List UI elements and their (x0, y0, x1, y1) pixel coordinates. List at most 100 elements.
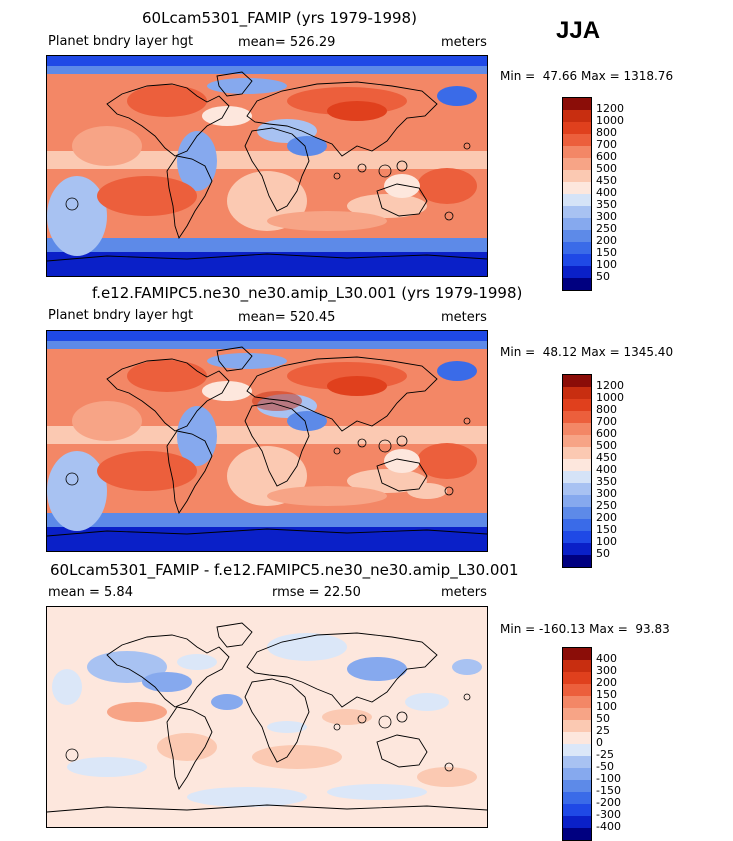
panel-2-title: f.e12.FAMIPC5.ne30_ne30.amip_L30.001 (yr… (92, 284, 523, 302)
colorbar-level-label: -300 (596, 808, 621, 821)
colorbar-box (563, 519, 591, 531)
panel-3-mean: mean = 5.84 (48, 585, 133, 600)
colorbar-box (563, 375, 591, 387)
panel-3-minmax: Min = -160.13 Max = 93.83 (500, 622, 670, 636)
colorbar-level-label: 350 (596, 475, 617, 488)
colorbar-level-label: 700 (596, 138, 617, 151)
colorbar-box (563, 780, 591, 792)
panel-1-colorbar-labels: 1200 1000 800 700 600 500 450 400 350 300 250 200 15… (596, 103, 624, 283)
panel-1-mean: mean= 526.29 (238, 35, 336, 50)
panel-2-mean: mean= 520.45 (238, 310, 336, 325)
panel-3-colorbar-labels: 400 300 200 150 100 50 25 0 -25 -50 -100 -150 -200 -3… (596, 653, 621, 833)
colorbar-box (563, 230, 591, 242)
colorbar-box (563, 792, 591, 804)
colorbar-box (563, 708, 591, 720)
colorbar-box (563, 804, 591, 816)
colorbar-box (563, 254, 591, 266)
colorbar-level-label: -50 (596, 760, 614, 773)
colorbar-level-label: 50 (596, 547, 610, 560)
colorbar-box (563, 648, 591, 660)
colorbar-box (563, 756, 591, 768)
colorbar-box (563, 672, 591, 684)
colorbar-level-label: -200 (596, 796, 621, 809)
colorbar-box (563, 471, 591, 483)
colorbar-level-label: 100 (596, 700, 617, 713)
colorbar-level-label: 450 (596, 451, 617, 464)
colorbar-level-label: -25 (596, 748, 614, 761)
colorbar-level-label: 200 (596, 511, 617, 524)
colorbar-level-label: 400 (596, 652, 617, 665)
colorbar-level-label: 1200 (596, 379, 624, 392)
colorbar-box (563, 218, 591, 230)
colorbar-level-label: 150 (596, 246, 617, 259)
colorbar-level-label: 350 (596, 198, 617, 211)
colorbar-box (563, 170, 591, 182)
colorbar-level-label: 150 (596, 688, 617, 701)
colorbar-level-label: 800 (596, 403, 617, 416)
colorbar-level-label: 150 (596, 523, 617, 536)
colorbar-box (563, 816, 591, 828)
colorbar-box (563, 411, 591, 423)
colorbar-box (563, 696, 591, 708)
colorbar-box (563, 399, 591, 411)
panel-2-variable-label: Planet bndry layer hgt (48, 308, 194, 323)
panel-2-colorbar (562, 374, 592, 568)
colorbar-box (563, 543, 591, 555)
colorbar-box (563, 768, 591, 780)
panel-2-map (46, 330, 488, 552)
colorbar-level-label: 50 (596, 270, 610, 283)
colorbar-box (563, 266, 591, 278)
colorbar-level-label: 100 (596, 258, 617, 271)
colorbar-box (563, 387, 591, 399)
colorbar-level-label: 600 (596, 150, 617, 163)
colorbar-box (563, 531, 591, 543)
colorbar-box (563, 660, 591, 672)
colorbar-level-label: 0 (596, 736, 603, 749)
panel-2-units: meters (441, 310, 487, 325)
colorbar-box (563, 447, 591, 459)
colorbar-box (563, 122, 591, 134)
colorbar-level-label: 200 (596, 234, 617, 247)
panel-3-colorbar (562, 647, 592, 841)
colorbar-level-label: 450 (596, 174, 617, 187)
colorbar-level-label: -400 (596, 820, 621, 833)
panel-3-title: 60Lcam5301_FAMIP - f.e12.FAMIPC5.ne30_ne… (50, 561, 519, 579)
colorbar-box (563, 828, 591, 840)
colorbar-box (563, 242, 591, 254)
colorbar-level-label: 700 (596, 415, 617, 428)
colorbar-box (563, 483, 591, 495)
panel-1-variable-label: Planet bndry layer hgt (48, 34, 194, 49)
colorbar-box (563, 732, 591, 744)
colorbar-level-label: 500 (596, 439, 617, 452)
colorbar-box (563, 110, 591, 122)
panel-1-colorbar (562, 97, 592, 291)
panel-1-minmax: Min = 47.66 Max = 1318.76 (500, 69, 674, 83)
panel-1-title: 60Lcam5301_FAMIP (yrs 1979-1998) (142, 9, 417, 27)
panel-3-map (46, 606, 488, 828)
colorbar-box (563, 555, 591, 567)
colorbar-box (563, 182, 591, 194)
colorbar-level-label: 400 (596, 186, 617, 199)
panel-2-colorbar-labels: 1200 1000 800 700 600 500 450 400 350 300 250 200 15… (596, 380, 624, 560)
colorbar-level-label: 400 (596, 463, 617, 476)
panel-2-minmax: Min = 48.12 Max = 1345.40 (500, 345, 674, 359)
colorbar-box (563, 206, 591, 218)
colorbar-level-label: 50 (596, 712, 610, 725)
colorbar-level-label: 300 (596, 210, 617, 223)
colorbar-level-label: -150 (596, 784, 621, 797)
season-label: JJA (556, 17, 601, 44)
colorbar-level-label: 100 (596, 535, 617, 548)
colorbar-box (563, 495, 591, 507)
panel-3-rmse: rmse = 22.50 (272, 585, 361, 600)
panel-1-units: meters (441, 35, 487, 50)
panel-3-units: meters (441, 585, 487, 600)
colorbar-level-label: 25 (596, 724, 610, 737)
colorbar-level-label: -100 (596, 772, 621, 785)
colorbar-level-label: 300 (596, 664, 617, 677)
colorbar-level-label: 600 (596, 427, 617, 440)
colorbar-level-label: 1200 (596, 102, 624, 115)
panel-1-map (46, 55, 488, 277)
colorbar-level-label: 250 (596, 222, 617, 235)
colorbar-box (563, 194, 591, 206)
colorbar-level-label: 1000 (596, 114, 624, 127)
